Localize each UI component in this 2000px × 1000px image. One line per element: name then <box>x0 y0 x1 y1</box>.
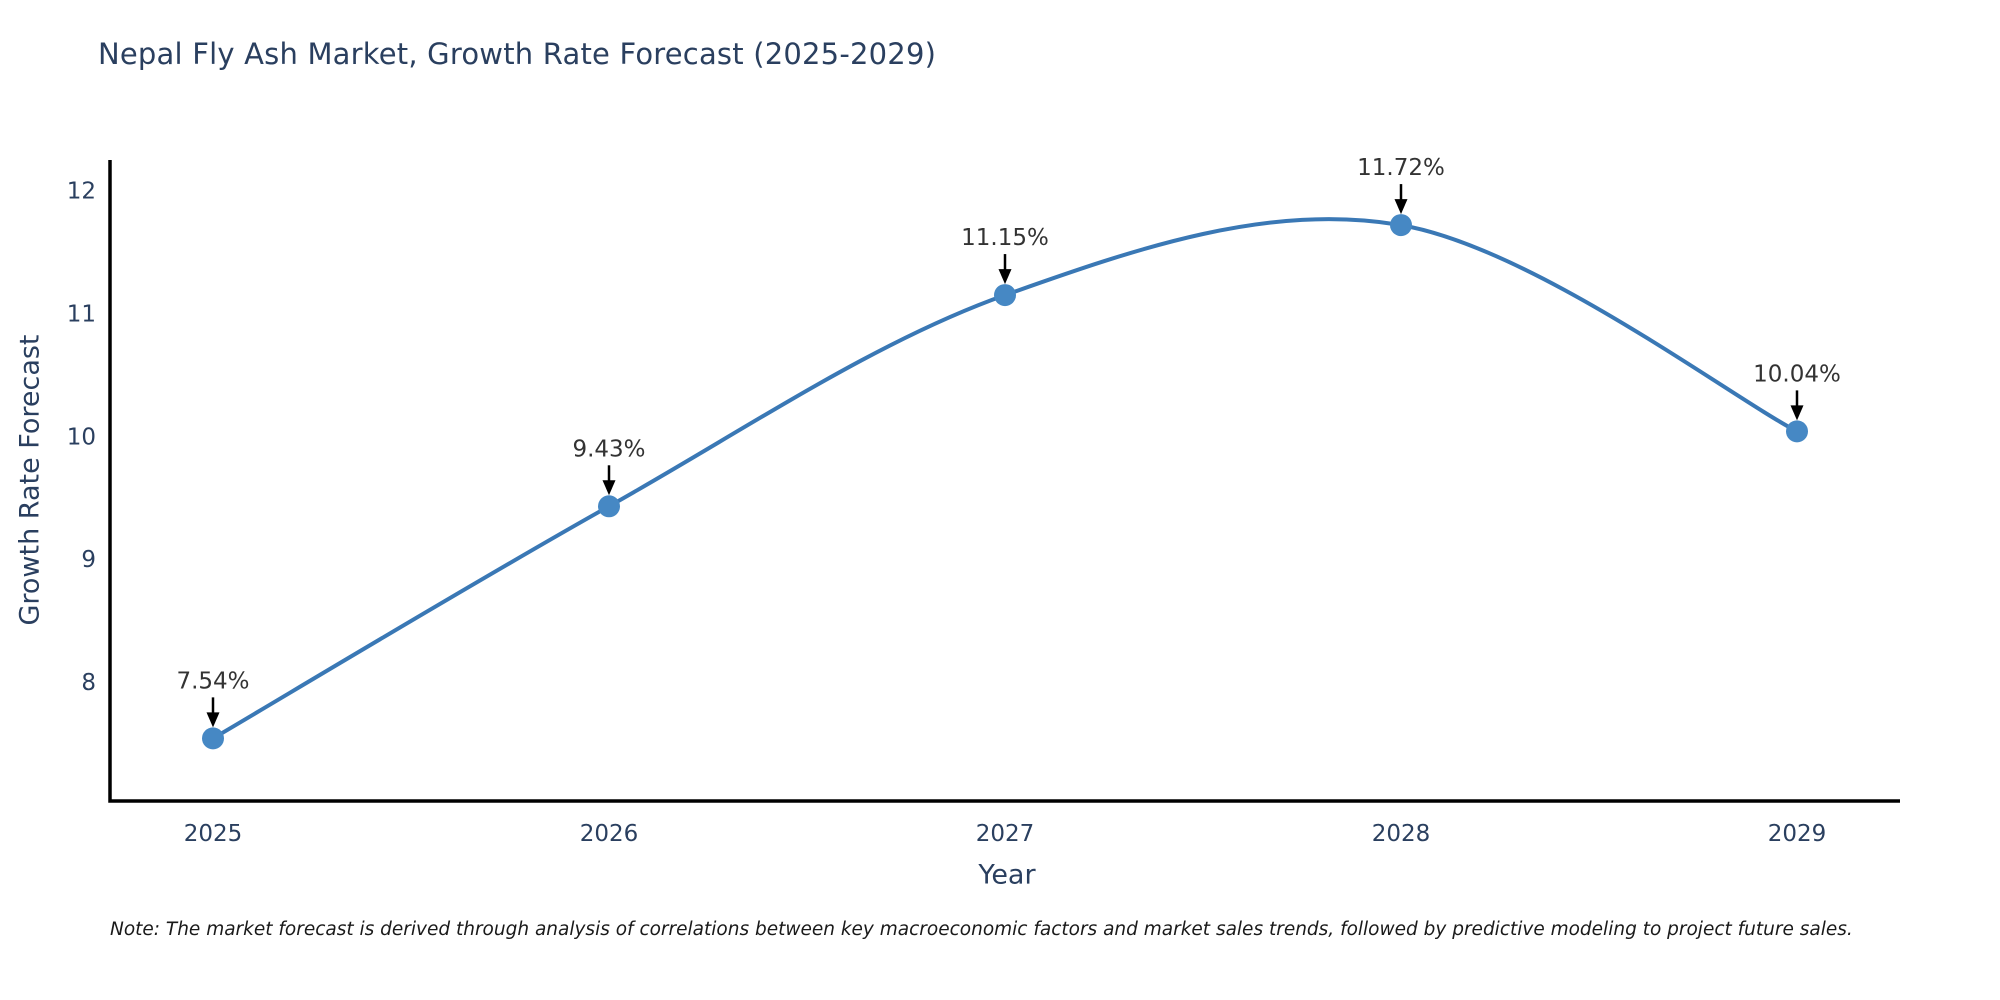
y-tick-label: 9 <box>81 547 96 573</box>
data-point-marker <box>598 495 620 518</box>
y-tick-label: 12 <box>67 179 96 205</box>
y-tick-label: 10 <box>67 424 96 450</box>
footnote: Note: The market forecast is derived thr… <box>110 919 1853 940</box>
annotation-arrow-head <box>998 269 1012 285</box>
annotation-arrow-head <box>1394 199 1408 215</box>
point-annotation: 11.15% <box>961 225 1049 285</box>
x-tick-label: 2029 <box>1768 821 1827 847</box>
data-point-marker <box>1786 420 1808 443</box>
data-point-marker <box>994 284 1016 307</box>
x-tick-label: 2025 <box>184 821 243 847</box>
axis-spines <box>108 160 1900 803</box>
point-annotation-label: 9.43% <box>572 436 645 462</box>
point-annotation: 7.54% <box>176 668 250 728</box>
point-annotation: 9.43% <box>572 436 646 496</box>
y-tick-label: 8 <box>81 670 96 696</box>
chart-title: Nepal Fly Ash Market, Growth Rate Foreca… <box>98 37 937 71</box>
x-tick-label: 2027 <box>976 821 1035 847</box>
annotation-arrow-head <box>206 712 220 728</box>
point-annotation: 11.72% <box>1357 155 1445 215</box>
point-annotation-label: 7.54% <box>176 668 249 694</box>
annotation-arrow-head <box>602 480 616 496</box>
y-tick-label: 11 <box>67 301 96 327</box>
point-annotation: 10.04% <box>1753 361 1841 421</box>
data-point-marker <box>202 727 224 750</box>
point-annotation-label: 10.04% <box>1753 361 1841 387</box>
annotation-arrow-head <box>1790 405 1804 421</box>
x-axis-title: Year <box>978 859 1036 891</box>
point-annotation-label: 11.15% <box>961 225 1049 251</box>
x-tick-label: 2026 <box>580 821 639 847</box>
x-tick-label: 2028 <box>1372 821 1431 847</box>
point-annotation-label: 11.72% <box>1357 155 1445 181</box>
data-point-marker <box>1390 214 1412 237</box>
